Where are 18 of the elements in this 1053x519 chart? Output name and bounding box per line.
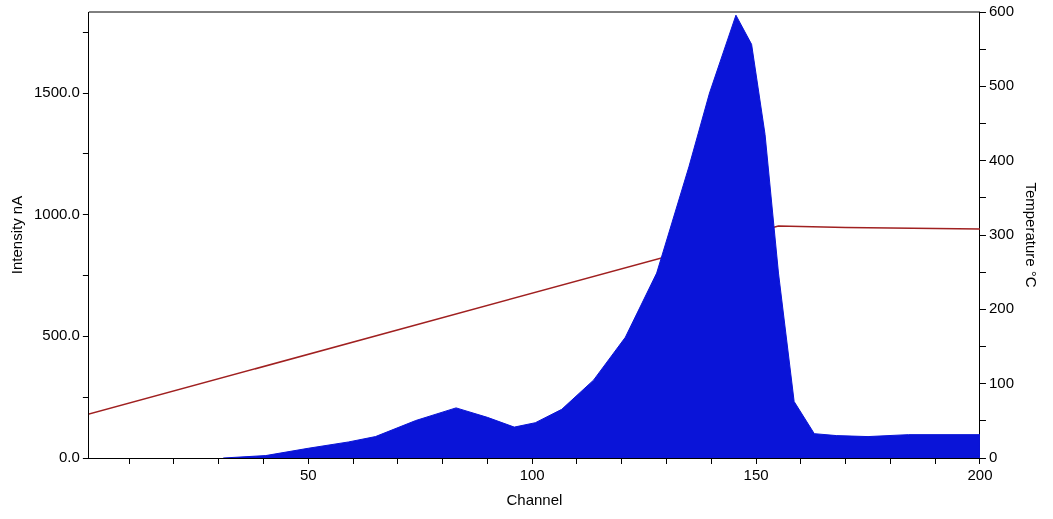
y-axis-title: Intensity nA — [8, 195, 26, 275]
y2-tick-label: 0 — [988, 448, 998, 466]
y2-tick-label: 400 — [988, 150, 1014, 168]
y2-tick-label: 600 — [988, 2, 1014, 20]
x-axis-title: Channel — [506, 491, 563, 509]
y2-axis-title: Temperature °C — [1022, 182, 1040, 288]
x-tick-label: 50 — [299, 466, 317, 484]
x-tick-label: 100 — [519, 466, 545, 484]
y-tick-label: 500.0 — [42, 326, 80, 344]
y2-tick-label: 200 — [988, 299, 1014, 317]
y2-tick-label: 300 — [988, 225, 1014, 243]
x-tick-label: 200 — [967, 466, 993, 484]
y2-tick-label: 500 — [988, 76, 1014, 94]
x-tick-label: 150 — [743, 466, 769, 484]
y-tick-label: 1500.0 — [33, 83, 80, 101]
y-tick-label: 0.0 — [59, 448, 80, 466]
y2-tick-label: 100 — [988, 373, 1014, 391]
y-tick-label: 1000.0 — [33, 204, 80, 222]
